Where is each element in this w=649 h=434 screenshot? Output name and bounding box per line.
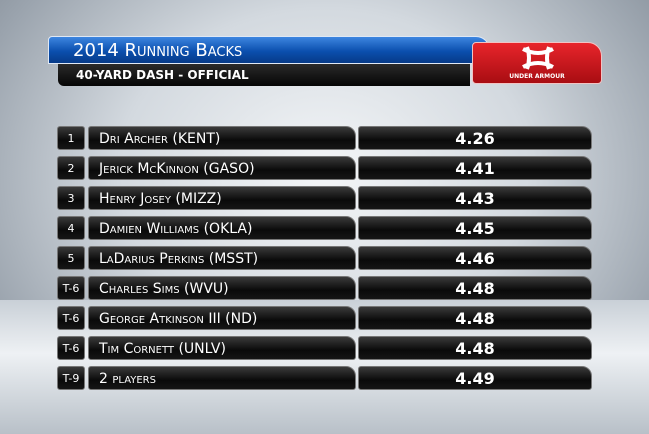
- player-cell: LaDarius Perkins (MSST): [88, 246, 356, 270]
- subtitle: 40-Yard Dash - Official: [58, 64, 470, 86]
- rank-cell: 5: [57, 246, 85, 270]
- rank-cell: 1: [57, 126, 85, 150]
- sponsor-logo: UNDER ARMOUR: [472, 42, 602, 84]
- player-cell: George Atkinson III (ND): [88, 306, 356, 330]
- rank-cell: T-9: [57, 366, 85, 390]
- time-cell: 4.43: [358, 186, 592, 210]
- time-cell: 4.41: [358, 156, 592, 180]
- time-cell: 4.45: [358, 216, 592, 240]
- rank-cell: T-6: [57, 336, 85, 360]
- rank-cell: T-6: [57, 306, 85, 330]
- time-cell: 4.46: [358, 246, 592, 270]
- player-cell: Damien Williams (OKLA): [88, 216, 356, 240]
- time-cell: 4.48: [358, 336, 592, 360]
- player-cell: Jerick McKinnon (GASO): [88, 156, 356, 180]
- time-cell: 4.26: [358, 126, 592, 150]
- title: 2014 Running Backs: [48, 36, 490, 64]
- player-cell: 2 players: [88, 366, 356, 390]
- time-cell: 4.48: [358, 306, 592, 330]
- logo-icon: [522, 46, 554, 70]
- player-cell: Charles Sims (WVU): [88, 276, 356, 300]
- player-cell: Tim Cornett (UNLV): [88, 336, 356, 360]
- sponsor-name: UNDER ARMOUR: [509, 73, 565, 80]
- rank-cell: 4: [57, 216, 85, 240]
- player-cell: Dri Archer (KENT): [88, 126, 356, 150]
- rank-cell: 3: [57, 186, 85, 210]
- rank-cell: T-6: [57, 276, 85, 300]
- player-cell: Henry Josey (MIZZ): [88, 186, 356, 210]
- rank-cell: 2: [57, 156, 85, 180]
- time-cell: 4.49: [358, 366, 592, 390]
- time-cell: 4.48: [358, 276, 592, 300]
